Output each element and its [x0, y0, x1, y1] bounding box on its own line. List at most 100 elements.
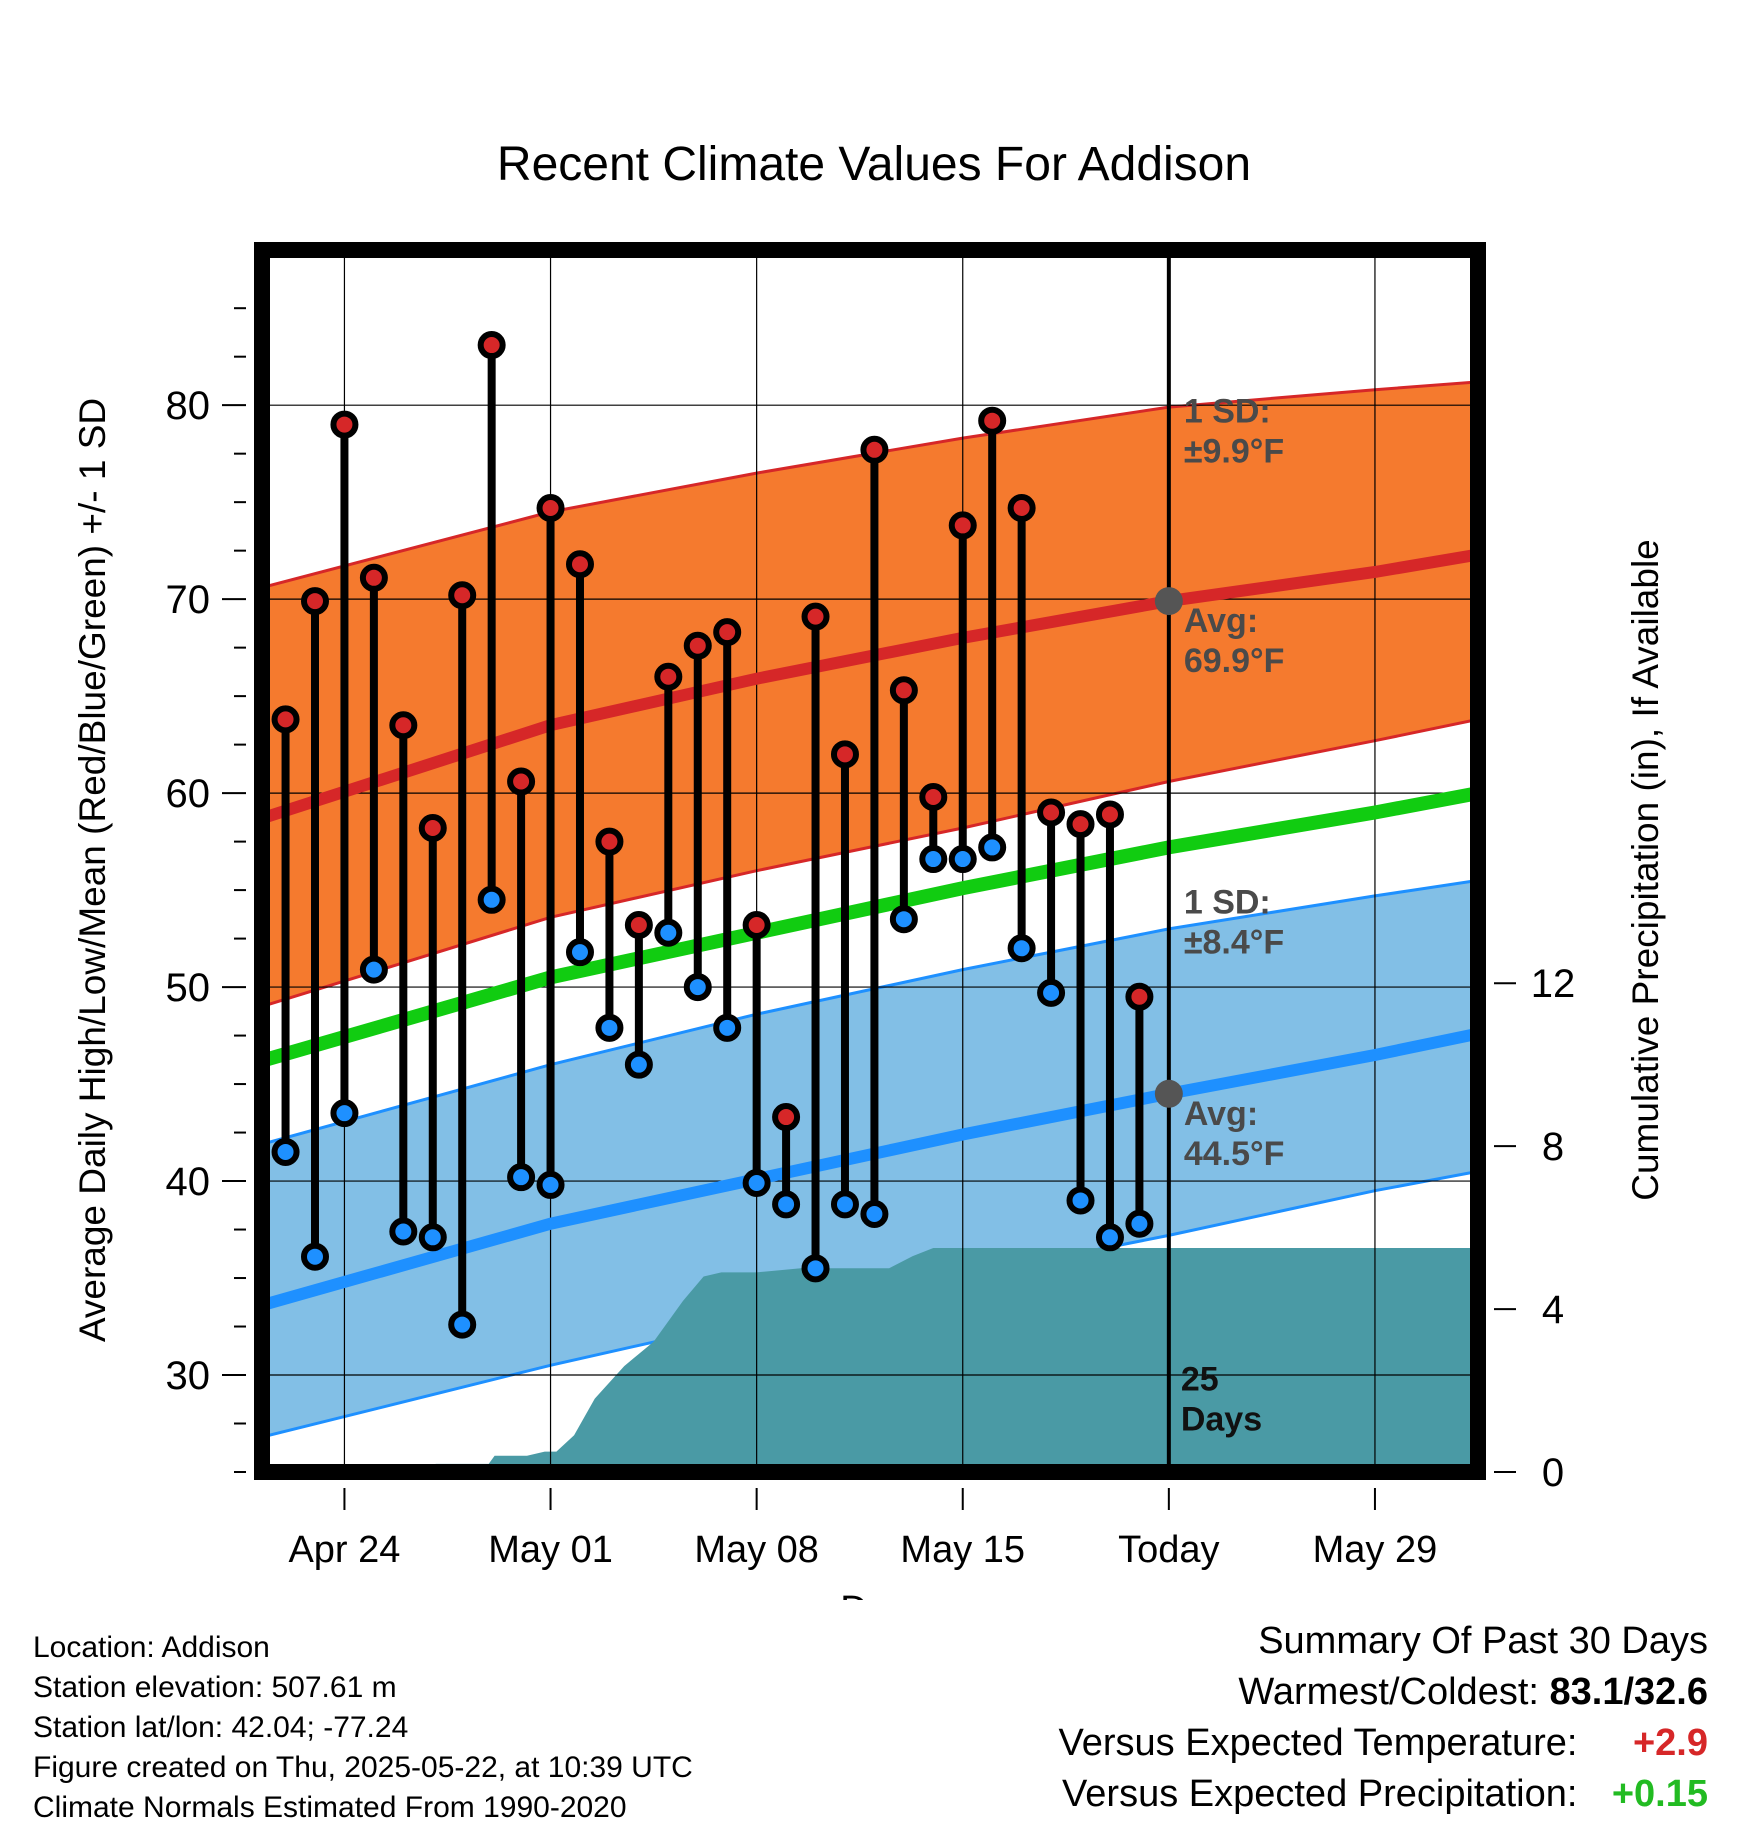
low-temp-point	[595, 1013, 624, 1042]
high-temp-point	[1125, 982, 1154, 1011]
days-annotation: 25 Days	[1181, 1361, 1262, 1439]
y-tick-label: 80	[166, 384, 211, 428]
precip-label: Versus Expected Precipitation:	[1062, 1773, 1578, 1815]
low-temp-point	[330, 1099, 359, 1128]
high-temp-point	[948, 511, 977, 540]
high-temp-point	[772, 1103, 801, 1132]
x-tick-label: Today	[1118, 1529, 1219, 1571]
high-temp-point	[654, 662, 683, 691]
elevation-text: Station elevation: 507.61 m	[33, 1671, 397, 1704]
y-tick-label: 40	[166, 1160, 211, 1204]
y-axis-label: Average Daily High/Low/Mean (Red/Blue/Gr…	[72, 398, 113, 1342]
high-temp-point	[1037, 798, 1066, 827]
low-temp-point	[772, 1190, 801, 1219]
low-temp-point	[389, 1217, 418, 1246]
x-tick-label: May 08	[694, 1529, 819, 1571]
y-tick-label: 70	[166, 578, 211, 622]
high-temp-point	[919, 782, 948, 811]
precip-area	[262, 1248, 1478, 1472]
summary-title: Summary Of Past 30 Days	[1258, 1620, 1708, 1662]
y2-tick-label: 8	[1542, 1125, 1564, 1169]
high-temp-point	[713, 618, 742, 647]
x-tick-label: May 01	[488, 1529, 613, 1571]
y-tick-label: 30	[166, 1354, 211, 1398]
location-text: Location: Addison	[33, 1631, 270, 1664]
chart-title: Recent Climate Values For Addison	[497, 138, 1251, 191]
high-temp-point	[683, 631, 712, 660]
summary-panel: Summary Of Past 30 Days Warmest/Coldest:…	[1059, 1616, 1708, 1820]
high-temp-point	[507, 767, 536, 796]
plot-frame	[254, 242, 1486, 1480]
high-sd-band	[262, 381, 1478, 1007]
high-temp-point	[565, 550, 594, 579]
low-temp-point	[713, 1013, 742, 1042]
high-temp-point	[978, 406, 1007, 435]
high-temp-point	[742, 911, 771, 940]
low-temp-point	[683, 973, 712, 1002]
high-temp-point	[359, 563, 388, 592]
low-temp-point	[624, 1050, 653, 1079]
x-tick-label: Apr 24	[288, 1529, 400, 1571]
high-temp-point	[418, 814, 447, 843]
high-temp-point	[300, 587, 329, 616]
low-temp-point	[1125, 1209, 1154, 1238]
high-temp-point	[1066, 810, 1095, 839]
low-temp-point	[418, 1223, 447, 1252]
low-avg-annotation: Avg: 44.5°F	[1184, 1095, 1285, 1173]
temp-label: Versus Expected Temperature:	[1058, 1722, 1578, 1764]
precip-value: +0.15	[1611, 1773, 1708, 1815]
summary-temp-row: Versus Expected Temperature: +2.9	[1059, 1718, 1708, 1769]
summary-precip-row: Versus Expected Precipitation: +0.15	[1059, 1769, 1708, 1820]
low-temp-point	[919, 845, 948, 874]
normals-text: Climate Normals Estimated From 1990-2020	[33, 1791, 627, 1824]
low-temp-point	[801, 1254, 830, 1283]
x-tick-label: May 15	[900, 1529, 1025, 1571]
summary-warmest-row: Warmest/Coldest: 83.1/32.6	[1059, 1667, 1708, 1718]
high-temp-point	[330, 410, 359, 439]
low-temp-point	[477, 885, 506, 914]
low-temp-point	[742, 1168, 771, 1197]
high-temp-point	[595, 827, 624, 856]
high-temp-point	[1095, 800, 1124, 829]
station-info: Location: Addison Station elevation: 507…	[33, 1628, 693, 1828]
low-temp-point	[978, 833, 1007, 862]
latlon-text: Station lat/lon: 42.04; -77.24	[33, 1711, 409, 1744]
x-tick-label: May 29	[1313, 1529, 1438, 1571]
high-temp-point	[860, 435, 889, 464]
high-temp-point	[830, 740, 859, 769]
low-temp-point	[565, 938, 594, 967]
y-tick-label: 50	[166, 966, 211, 1010]
today-low-normal-marker	[1154, 1079, 1183, 1108]
high-sd-annotation: 1 SD: ±9.9°F	[1184, 393, 1284, 471]
low-temp-point	[359, 955, 388, 984]
y2-axis-label: Cumulative Precipitation (in), If Availa…	[1625, 539, 1666, 1201]
y2-tick-label: 12	[1531, 962, 1576, 1006]
low-temp-point	[1066, 1186, 1095, 1215]
y2-tick-label: 4	[1542, 1288, 1564, 1332]
warmest-value: 83.1/32.6	[1549, 1671, 1708, 1713]
high-temp-point	[624, 911, 653, 940]
low-temp-point	[271, 1137, 300, 1166]
low-temp-point	[1007, 934, 1036, 963]
low-temp-point	[507, 1163, 536, 1192]
climate-chart: Recent Climate Values For Addison 1 SD: ±…	[72, 138, 1666, 1600]
y-tick-label: 60	[166, 772, 211, 816]
low-temp-point	[448, 1310, 477, 1339]
high-avg-annotation: Avg: 69.9°F	[1184, 602, 1285, 680]
low-temp-point	[830, 1190, 859, 1219]
warmest-label: Warmest/Coldest:	[1238, 1671, 1539, 1713]
high-temp-point	[1007, 493, 1036, 522]
low-temp-point	[536, 1170, 565, 1199]
low-temp-point	[889, 905, 918, 934]
low-mean-line	[262, 1027, 1478, 1311]
plot-area: 1 SD: ±9.9°F Avg: 69.9°F 1 SD: ±8.4°F Avg: 44.5…	[166, 242, 1576, 1571]
low-temp-point	[1037, 978, 1066, 1007]
low-sd-annotation: 1 SD: ±8.4°F	[1184, 883, 1284, 961]
high-temp-point	[477, 331, 506, 360]
low-temp-point	[860, 1200, 889, 1229]
high-temp-point	[271, 705, 300, 734]
high-temp-point	[801, 602, 830, 631]
low-temp-point	[1095, 1223, 1124, 1252]
high-temp-point	[536, 493, 565, 522]
low-temp-point	[300, 1242, 329, 1271]
